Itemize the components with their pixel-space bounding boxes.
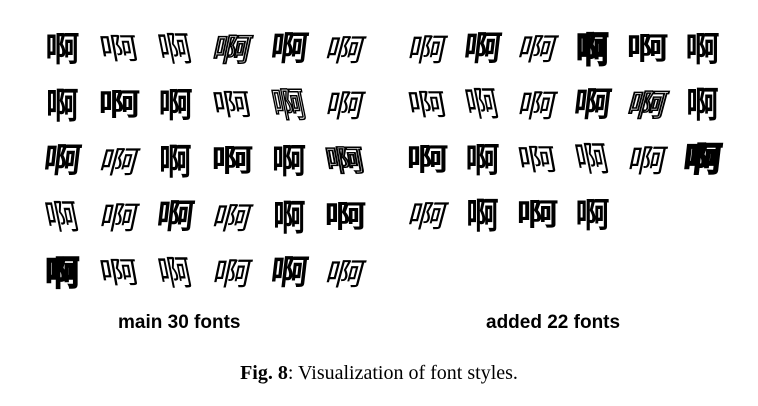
figure-caption-text: : Visualization of font styles. bbox=[287, 362, 518, 384]
main-font-glyph: 啊 bbox=[322, 87, 369, 125]
added-font-glyph: 啊 bbox=[623, 87, 673, 124]
main-font-glyph: 啊 bbox=[46, 85, 79, 126]
figure-caption: Fig. 8: Visualization of font styles. bbox=[0, 362, 758, 385]
added-font-glyph: 啊 bbox=[516, 198, 559, 234]
main-font-glyph: 啊 bbox=[322, 143, 369, 180]
main-font-glyph: 啊 bbox=[97, 88, 140, 123]
main-font-glyph: 啊 bbox=[321, 256, 370, 292]
main-fonts-label: main 30 fonts bbox=[118, 312, 241, 333]
added-font-glyph: 啊 bbox=[626, 31, 669, 67]
main-font-glyph: 啊 bbox=[324, 200, 367, 235]
added-font-glyph: 啊 bbox=[575, 196, 610, 237]
added-font-glyph: 啊 bbox=[681, 141, 724, 180]
main-font-glyph: 啊 bbox=[272, 197, 306, 238]
main-font-glyph: 啊 bbox=[208, 200, 257, 236]
added-font-glyph: 啊 bbox=[466, 195, 499, 237]
figure-number: Fig. 8 bbox=[240, 362, 288, 384]
main-font-glyph: 啊 bbox=[321, 32, 370, 68]
main-font-glyph: 啊 bbox=[45, 30, 80, 70]
main-fonts-panel: 啊啊啊啊啊啊啊啊啊啊啊啊啊啊啊啊啊啊啊啊啊啊啊啊啊啊啊啊啊啊 bbox=[34, 22, 374, 302]
added-fonts-panel: 啊啊啊啊啊啊啊啊啊啊啊啊啊啊啊啊啊啊啊啊啊啊 bbox=[400, 22, 730, 244]
added-fonts-label: added 22 fonts bbox=[486, 312, 621, 333]
added-font-glyph: 啊 bbox=[403, 198, 452, 234]
main-font-glyph: 啊 bbox=[211, 144, 254, 179]
main-font-glyph: 啊 bbox=[45, 254, 80, 294]
added-font-glyph: 啊 bbox=[576, 28, 610, 70]
main-font-glyph: 啊 bbox=[271, 142, 306, 182]
added-font-glyph: 啊 bbox=[406, 142, 449, 178]
added-font-glyph: 啊 bbox=[513, 32, 562, 68]
added-font-glyph: 啊 bbox=[685, 29, 720, 70]
added-font-glyph: 啊 bbox=[686, 84, 719, 126]
main-font-glyph: 啊 bbox=[158, 86, 193, 126]
added-font-glyph: 啊 bbox=[465, 140, 500, 181]
main-font-glyph: 啊 bbox=[159, 141, 192, 182]
